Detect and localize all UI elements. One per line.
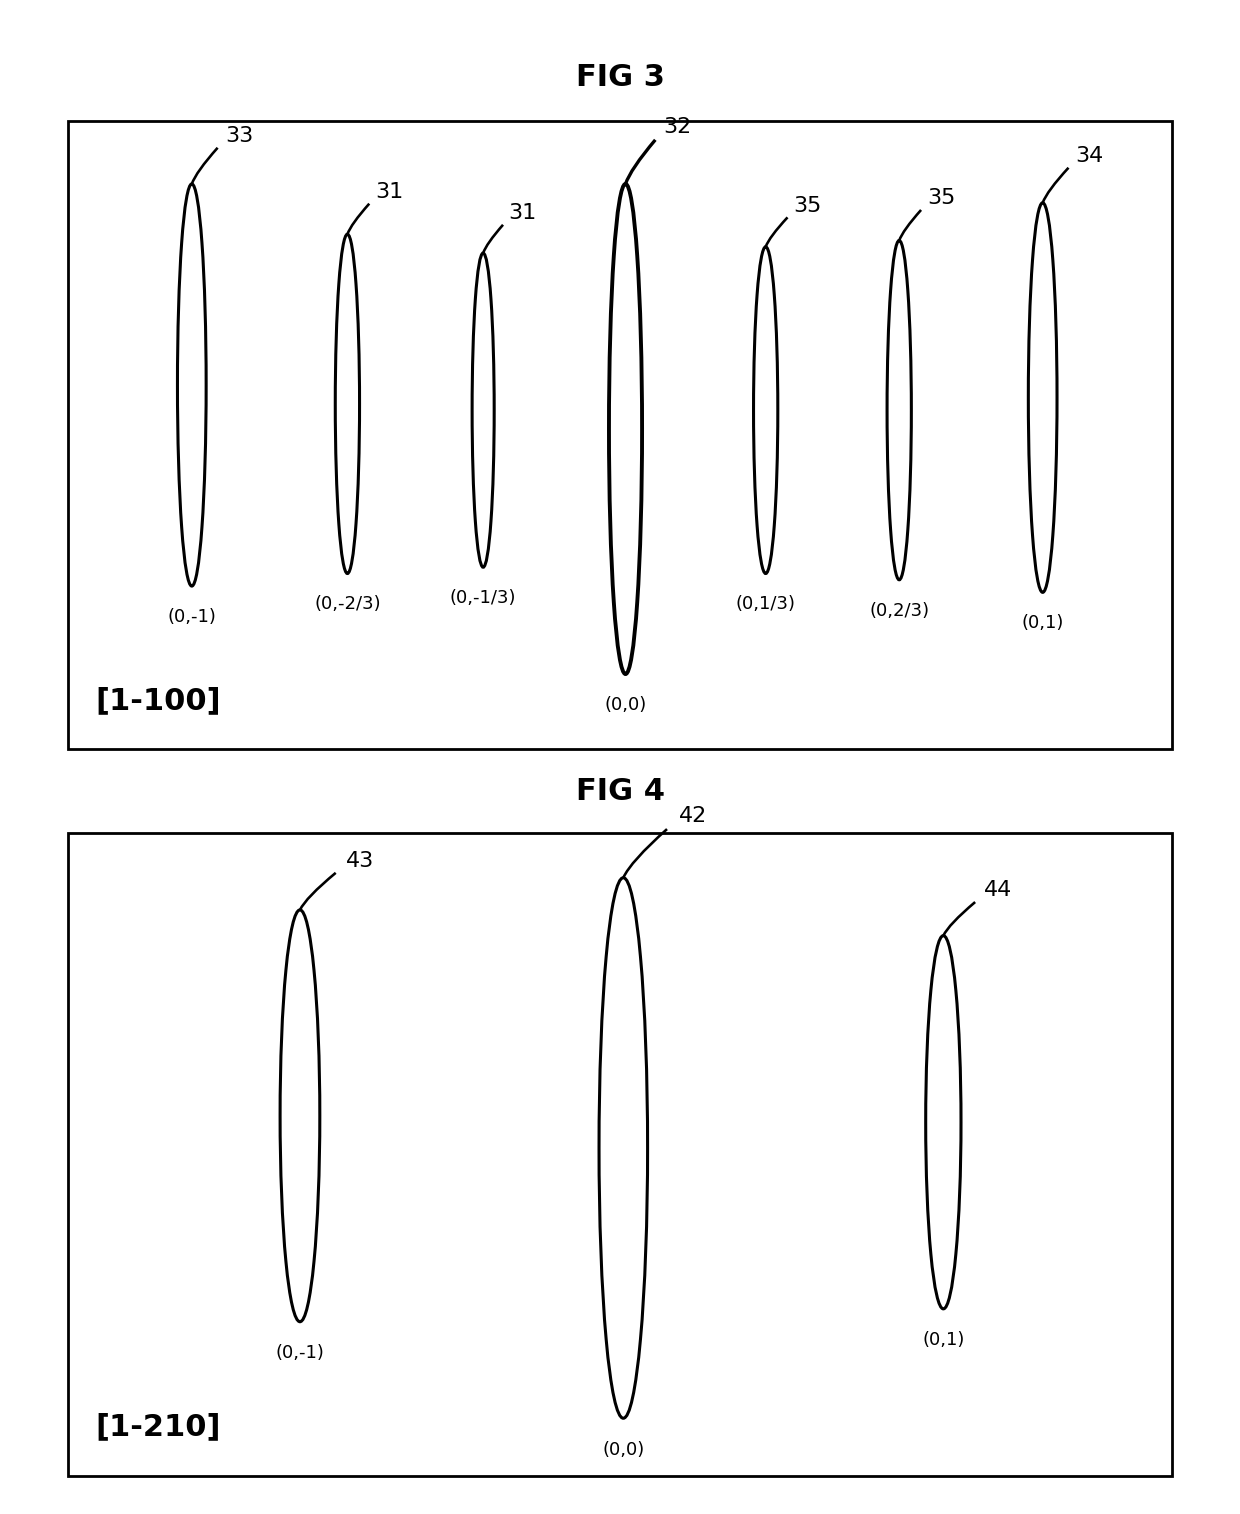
Text: FIG 4: FIG 4	[575, 777, 665, 805]
Text: 31: 31	[508, 203, 537, 223]
Text: 34: 34	[1075, 145, 1104, 167]
Text: 35: 35	[794, 195, 822, 215]
Text: 42: 42	[680, 807, 707, 827]
Text: (0,-1): (0,-1)	[167, 609, 216, 627]
Text: (0,2/3): (0,2/3)	[869, 601, 929, 619]
Text: (0,-1/3): (0,-1/3)	[450, 589, 516, 607]
Text: (0,1/3): (0,1/3)	[735, 595, 796, 613]
Text: 33: 33	[224, 126, 253, 145]
FancyBboxPatch shape	[68, 833, 1172, 1476]
Text: 31: 31	[376, 182, 403, 201]
Text: (0,1): (0,1)	[923, 1331, 965, 1349]
Text: (0,-2/3): (0,-2/3)	[314, 595, 381, 613]
Text: (0,0): (0,0)	[604, 696, 646, 715]
Text: 32: 32	[663, 118, 692, 138]
Text: (0,1): (0,1)	[1022, 615, 1064, 633]
FancyBboxPatch shape	[68, 121, 1172, 749]
Text: 43: 43	[346, 851, 374, 871]
Text: [1-210]: [1-210]	[95, 1411, 221, 1441]
Text: FIG 3: FIG 3	[575, 62, 665, 92]
Text: 44: 44	[985, 880, 1012, 901]
Text: (0,-1): (0,-1)	[275, 1344, 325, 1363]
Text: (0,0): (0,0)	[603, 1441, 645, 1459]
Text: [1-100]: [1-100]	[95, 686, 222, 715]
Text: 35: 35	[928, 188, 956, 209]
